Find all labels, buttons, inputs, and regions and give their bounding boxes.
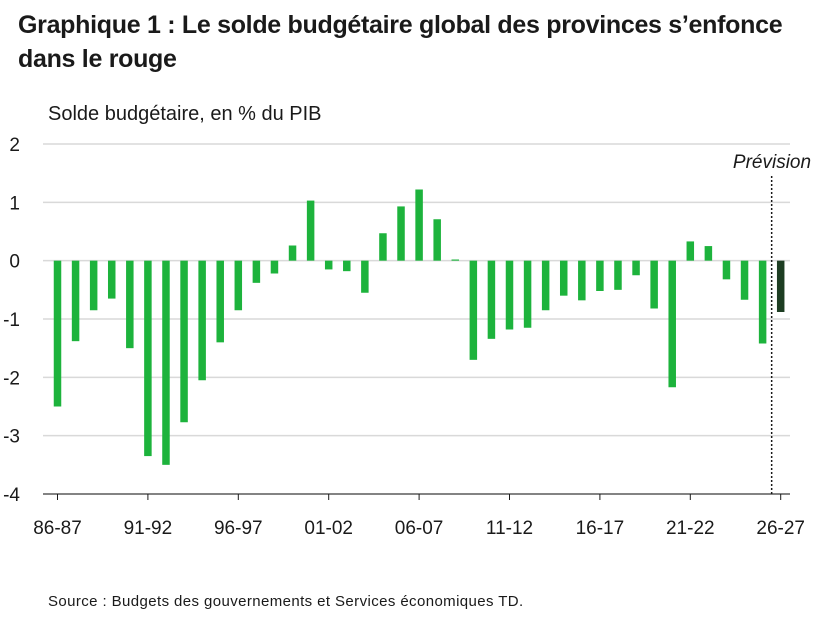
tick-labels: 2 1 0 -1 -2 -3 -4 86-87 91-92 96-97 01-02 06-07 11-1… [3,135,811,539]
bar [487,260,496,339]
axes [43,176,790,500]
bar [306,200,315,261]
bar [523,260,532,328]
bar [71,260,80,342]
y-tick-label: -2 [3,368,20,389]
y-tick-label: 0 [9,252,20,273]
bar [324,260,333,270]
y-tick-label: -4 [3,485,20,506]
x-tick-label: 26-27 [756,518,805,539]
y-tick-label: -3 [3,427,20,448]
bar [379,233,387,261]
forecast-label: Prévision [733,152,811,173]
x-tick-label: 01-02 [304,518,353,539]
x-tick-label: 96-97 [214,518,263,539]
bar [505,260,514,330]
bar [288,245,297,261]
bar [234,260,243,311]
bar [541,260,550,311]
x-tick-label: 06-07 [395,518,444,539]
bar [343,260,351,272]
x-tick-label: 11-12 [486,518,533,539]
bar [650,260,658,309]
bar [397,206,405,261]
bar [361,260,369,293]
bar [198,260,206,381]
bar [559,260,568,296]
source-note: Source : Budgets des gouvernements et Se… [48,593,524,610]
bar [740,260,749,300]
bar [126,260,134,349]
chart-title: Graphique 1 : Le solde budgétaire global… [18,11,783,73]
x-tick-label: 86-87 [33,518,82,539]
bar [686,241,695,261]
x-tick-label: 91-92 [124,518,173,539]
y-tick-label: 1 [9,193,20,214]
bar [144,260,152,457]
bar [578,260,586,301]
bar [89,260,98,311]
bar [162,260,170,465]
bar [758,260,767,344]
bar [668,260,676,388]
y-tick-label: -1 [3,310,20,331]
bar [614,260,622,290]
forecast-bar [776,260,785,312]
bar [451,259,460,261]
bar [632,260,640,276]
bar [722,260,731,280]
bar [107,260,116,299]
bar [180,260,188,423]
bar [596,260,604,291]
bars [53,189,785,465]
x-tick-label: 16-17 [576,518,625,539]
y-tick-label: 2 [9,135,20,156]
bar [252,260,261,283]
bar [216,260,224,343]
bar [704,246,713,261]
bar [433,219,441,261]
bar [469,260,478,360]
bar [415,189,423,261]
y-axis-label: Solde budgétaire, en % du PIB [48,103,322,125]
bar [53,260,62,407]
x-tick-label: 21-22 [666,518,715,539]
bar [270,260,279,274]
